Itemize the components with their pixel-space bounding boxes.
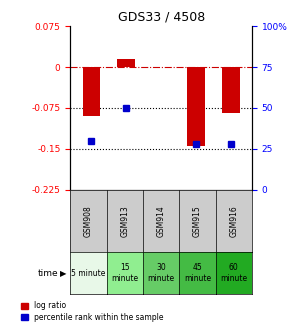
Text: 45
minute: 45 minute [184,263,211,283]
Bar [222,67,240,113]
Text: 15
minute: 15 minute [111,263,138,283]
Bar [187,67,205,146]
Text: ▶: ▶ [60,268,67,278]
Text: 30
minute: 30 minute [148,263,175,283]
Legend: log ratio, percentile rank within the sample: log ratio, percentile rank within the sa… [21,301,163,321]
Bar [117,59,135,67]
Text: GSM915: GSM915 [193,205,202,237]
Text: GSM913: GSM913 [120,205,129,237]
Title: GDS33 / 4508: GDS33 / 4508 [117,10,205,24]
Text: time: time [38,268,59,278]
Text: GSM908: GSM908 [84,205,93,237]
Text: GSM916: GSM916 [229,205,238,237]
Text: 60
minute: 60 minute [220,263,247,283]
Text: GSM914: GSM914 [157,205,166,237]
Text: 5 minute: 5 minute [71,268,106,278]
Bar [83,67,100,116]
